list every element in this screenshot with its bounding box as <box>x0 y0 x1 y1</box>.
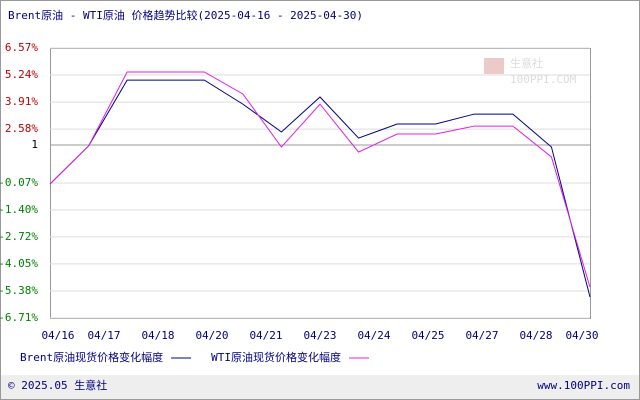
watermark-site: 100PPI.COM <box>510 73 577 86</box>
y-tick-label: 6.57% <box>5 41 38 54</box>
legend-label: WTI原油现货价格变化幅度 <box>211 350 341 364</box>
footer-left: © 2025.05 生意社 <box>8 378 107 392</box>
x-tick-label: 04/25 <box>411 329 444 342</box>
x-tick-label: 04/30 <box>565 329 598 342</box>
x-tick-label: 04/16 <box>41 329 74 342</box>
y-tick-label: 1 <box>31 138 38 151</box>
watermark: 生意社 100PPI.COM <box>484 56 577 86</box>
watermark-logo <box>484 58 504 74</box>
chart-title: Brent原油 - WTI原油 价格趋势比较(2025-04-16 - 2025… <box>8 8 363 22</box>
y-tick-label: -5.38% <box>0 284 38 297</box>
line-series <box>49 71 591 288</box>
y-tick-label: 3.91% <box>5 95 38 108</box>
x-tick-label: 04/20 <box>195 329 228 342</box>
x-tick-label: 04/27 <box>465 329 498 342</box>
footer-bar <box>1 375 639 399</box>
x-tick-label: 04/23 <box>303 329 336 342</box>
x-tick-label: 04/21 <box>249 329 282 342</box>
y-tick-label: 2.58% <box>5 122 38 135</box>
line-series <box>49 79 591 298</box>
y-tick-label: 5.24% <box>5 68 38 81</box>
y-tick-label: -1.40% <box>0 203 38 216</box>
x-tick-label: 04/24 <box>357 329 390 342</box>
watermark-name: 生意社 <box>510 56 543 70</box>
x-tick-label: 04/17 <box>87 329 120 342</box>
y-tick-label: -0.07% <box>0 176 38 189</box>
y-tick-label: -4.05% <box>0 257 38 270</box>
footer-right: www.100PPI.com <box>537 379 630 392</box>
y-tick-label: -2.72% <box>0 230 38 243</box>
x-tick-label: 04/18 <box>141 329 174 342</box>
legend-label: Brent原油现货价格变化幅度 <box>20 350 163 364</box>
y-tick-label: -6.71% <box>0 311 38 324</box>
x-tick-label: 04/28 <box>519 329 552 342</box>
